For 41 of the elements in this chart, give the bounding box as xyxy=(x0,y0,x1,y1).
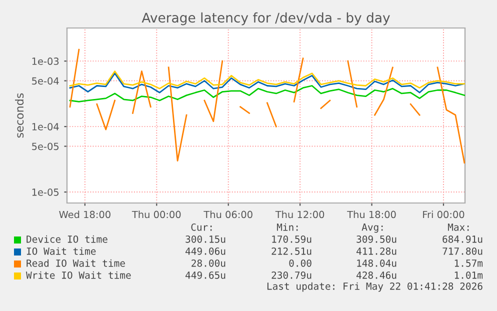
text: 717.80u xyxy=(442,247,482,255)
y-tick-label: 1e-04 xyxy=(32,123,59,130)
y-tick-label: 5e-05 xyxy=(32,142,59,150)
x-tick-label: Wed 18:00 xyxy=(59,210,110,218)
chart-title: Average latency for /dev/vda - by day xyxy=(142,12,390,26)
text: 449.06u xyxy=(186,247,226,255)
text: 300.15u xyxy=(186,235,226,243)
legend-label: Device IO time xyxy=(26,235,108,243)
text: 170.59u xyxy=(272,235,312,243)
text: 148.04u xyxy=(357,259,396,267)
text: Max: xyxy=(448,224,469,231)
text: 684.91u xyxy=(442,235,482,243)
text: 411.28u xyxy=(356,247,396,255)
text: Cur: xyxy=(191,223,212,231)
x-tick-label: Thu 12:00 xyxy=(275,210,324,218)
text: 212.51u xyxy=(272,247,312,255)
y-tick-label: 1e-03 xyxy=(32,58,59,65)
y-tick-label: 5e-04 xyxy=(32,77,59,85)
text: 449.65u xyxy=(186,271,226,279)
legend-label: IO Wait time xyxy=(26,247,96,255)
text: Avg: xyxy=(362,224,383,233)
text: 0.00 xyxy=(289,259,312,267)
y-tick-label: 1e-05 xyxy=(32,188,59,196)
text: Min: xyxy=(276,223,298,231)
y-axis-title: seconds xyxy=(15,93,24,138)
text: 309.50u xyxy=(356,235,396,243)
text: 230.79u xyxy=(272,271,312,279)
line-series xyxy=(69,72,465,94)
text: 1.57m xyxy=(454,260,483,267)
legend-label: Read IO Wait time xyxy=(26,259,125,267)
text: 428.46u xyxy=(356,271,396,279)
x-tick-label: Thu 00:00 xyxy=(132,210,181,218)
text: 28.00u xyxy=(192,259,226,267)
x-tick-label: Thu 06:00 xyxy=(204,210,252,218)
line-series xyxy=(69,85,465,102)
text: Last update: Fri May 22 01:41:28 2026 xyxy=(267,282,482,292)
text: 1.01m xyxy=(454,271,483,279)
legend-label: Write IO Wait time xyxy=(26,271,131,279)
x-tick-label: Thu 18:00 xyxy=(347,210,396,218)
line-series xyxy=(69,70,465,90)
x-tick-label: Fri 00:00 xyxy=(423,210,464,218)
